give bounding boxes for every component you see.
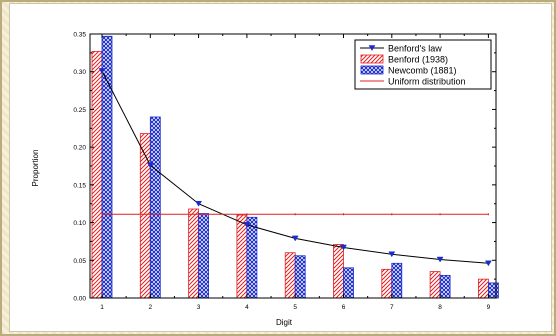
bar-benford-1938--4: [236, 214, 248, 299]
point-benford-s-law-3: [195, 200, 203, 207]
chart-panel: 0.00 0.05 0.10 0.15 0.20 0.25 0.30 0.35 1 2 3 4 5 6 7 8…: [9, 3, 552, 332]
y-tick-label: 0.15: [73, 182, 86, 189]
legend-marker-benford-s-law: [368, 45, 376, 51]
bars-layer: [91, 35, 499, 299]
y-tick-label: 0.00: [73, 296, 86, 303]
bar-benford-1938--8: [429, 271, 441, 299]
bar-newcomb-1881--8: [439, 274, 451, 299]
legend-label-benford-1938-: Benford (1938): [388, 55, 448, 65]
y-tick-label: 0.10: [73, 220, 86, 227]
point-benford-s-law-9: [484, 260, 492, 267]
bar-newcomb-1881--5: [294, 255, 306, 299]
y-tick-label: 0.30: [73, 69, 86, 76]
y-tick-label: 0.25: [73, 107, 86, 114]
legend-swatch-benford-1938-: [360, 54, 384, 64]
legend-swatch-newcomb-1881-: [360, 65, 384, 75]
legend-label-newcomb-1881-: Newcomb (1881): [388, 66, 457, 76]
x-tick-label: 8: [438, 304, 442, 311]
bar-benford-1938--6: [333, 244, 344, 299]
bar-newcomb-1881--3: [198, 213, 210, 299]
x-tick-label: 7: [390, 304, 394, 311]
y-axis-label: Proportion: [31, 150, 40, 187]
bar-benford-1938--7: [381, 268, 393, 299]
bar-newcomb-1881--9: [487, 282, 499, 299]
legend-label-uniform-distribution: Uniform distribution: [388, 77, 466, 87]
bar-benford-1938--1: [91, 50, 103, 299]
point-benford-s-law-2: [146, 162, 154, 169]
x-tick-label: 3: [197, 304, 201, 311]
axes-layer: 0.00 0.05 0.10 0.15 0.20 0.25 0.30 0.35 1 2 3 4 5 6 7 8…: [73, 32, 497, 311]
bar-newcomb-1881--4: [246, 216, 258, 299]
x-tick-label: 2: [148, 304, 152, 311]
x-tick-label: 9: [487, 304, 491, 311]
bar-benford-1938--2: [139, 133, 151, 299]
x-tick-label: 4: [245, 304, 249, 311]
benford-chart: 0.00 0.05 0.10 0.15 0.20 0.25 0.30 0.35 1 2 3 4 5 6 7 8…: [31, 32, 499, 327]
bar-newcomb-1881--2: [149, 116, 161, 299]
bar-benford-1938--3: [188, 208, 200, 299]
x-tick-label: 6: [342, 304, 346, 311]
x-tick-label: 5: [293, 304, 297, 311]
bar-newcomb-1881--1: [101, 35, 113, 299]
legend-label-benford-s-law: Benford's law: [388, 44, 442, 54]
bar-newcomb-1881--7: [391, 262, 403, 299]
point-benford-s-law-6: [340, 244, 347, 251]
point-benford-s-law-1: [98, 68, 106, 74]
point-benford-s-law-5: [291, 235, 299, 242]
bar-benford-1938--5: [284, 252, 296, 299]
x-tick-label: 1: [100, 304, 104, 311]
lines-layer: [98, 68, 492, 267]
bar-benford-1938--9: [477, 278, 489, 299]
y-tick-label: 0.05: [73, 258, 86, 265]
bar-newcomb-1881--6: [343, 267, 354, 299]
point-benford-s-law-7: [388, 251, 396, 258]
point-benford-s-law-4: [243, 222, 251, 228]
y-tick-label: 0.35: [73, 32, 86, 39]
point-benford-s-law-8: [436, 256, 444, 263]
x-axis-label: Digit: [276, 318, 293, 327]
y-tick-label: 0.20: [73, 145, 86, 152]
